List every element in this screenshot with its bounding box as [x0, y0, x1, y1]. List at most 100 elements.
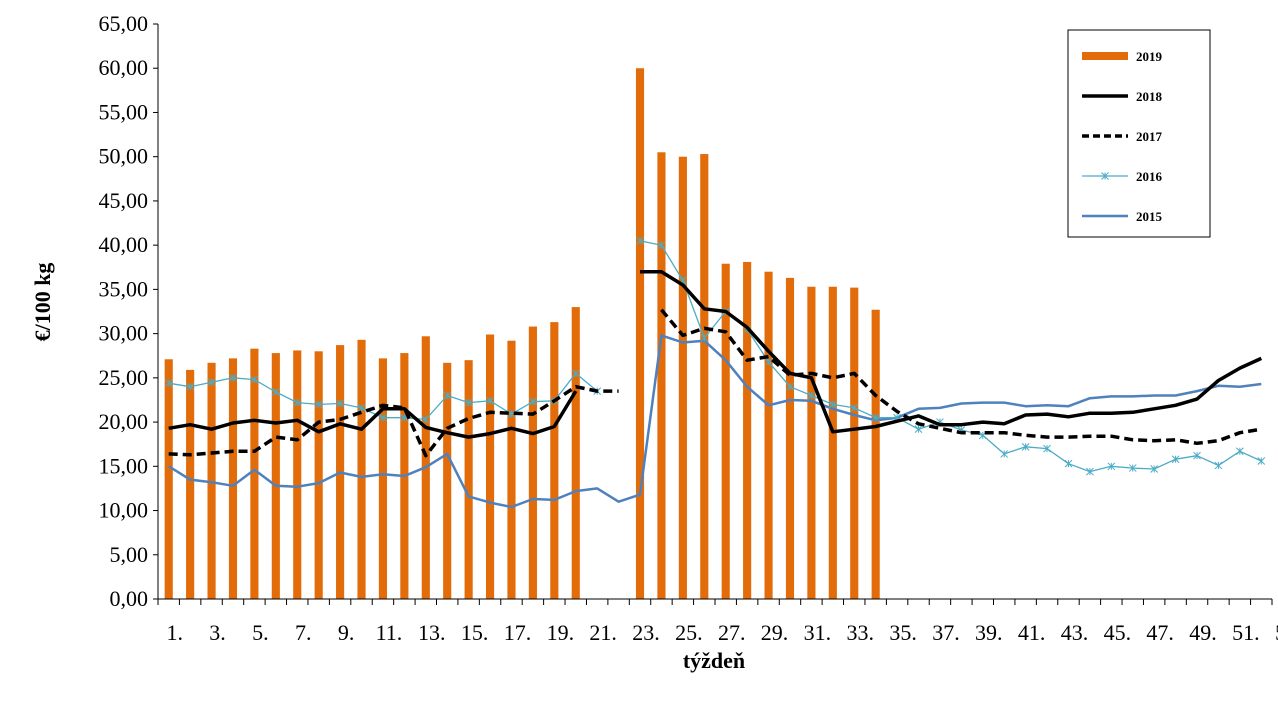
marker-2016-week-34 — [871, 413, 880, 422]
x-tick-label: 19. — [547, 620, 575, 645]
x-tick-label: 15. — [461, 620, 489, 645]
bar-2019-week-30 — [785, 277, 795, 599]
x-tick-label: 3. — [209, 620, 226, 645]
x-tick-label: 43. — [1061, 620, 1089, 645]
y-axis-title: €/100 kg — [30, 263, 55, 342]
bar-2019-week-14 — [443, 362, 452, 599]
marker-2016-week-36 — [914, 425, 923, 434]
marker-2016-week-10 — [357, 404, 366, 412]
bar-2019-week-3 — [207, 362, 216, 599]
x-tick-label: 51. — [1232, 620, 1260, 645]
marker-2016-week-16 — [486, 396, 494, 405]
x-tick-label: 7. — [295, 620, 312, 645]
x-tick-label: 45. — [1104, 620, 1132, 645]
marker-2016-week-7 — [293, 398, 302, 407]
x-tick-label: 47. — [1146, 620, 1174, 645]
x-tick-label: 39. — [975, 620, 1003, 645]
y-tick-label: 25,00 — [99, 365, 149, 390]
bar-2019-week-24 — [657, 152, 666, 599]
y-tick-label: 20,00 — [99, 409, 149, 434]
marker-2016-week-47 — [1150, 465, 1159, 473]
x-tick-label: 13. — [418, 620, 446, 645]
legend-label-2017: 2017 — [1136, 129, 1163, 144]
x-axis-title: týždeň — [683, 648, 745, 673]
marker-2016-week-4 — [229, 373, 237, 382]
y-tick-label: 65,00 — [99, 11, 149, 36]
marker-2016-week-8 — [314, 400, 323, 409]
x-tick-label: 29. — [761, 620, 789, 645]
x-tick-label: 35. — [889, 620, 917, 645]
bar-2019-week-25 — [678, 156, 687, 599]
bar-2019-week-26 — [700, 154, 709, 600]
x-tick-labels: 1. 3. 5. 7. 9. 11. 13. 15. 17. 19. 21. 23. 25. 27. 29.… — [166, 620, 1278, 645]
legend-label-2015: 2015 — [1136, 209, 1163, 224]
legend-label-2016: 2016 — [1136, 169, 1163, 184]
x-tick-label: 41. — [1018, 620, 1046, 645]
marker-2016-week-3 — [207, 378, 216, 387]
marker-2016-week-44 — [1086, 467, 1094, 476]
bar-2019-week-19 — [550, 322, 559, 599]
marker-2016-week-15 — [464, 398, 473, 407]
x-tick-label: 27. — [718, 620, 746, 645]
bar-2019-week-23 — [635, 68, 645, 599]
x-tick-label: 5. — [252, 620, 269, 645]
marker-2016-week-49 — [1193, 451, 1201, 460]
bar-2019-week-8 — [314, 351, 323, 599]
marker-2016-week-9 — [336, 399, 344, 408]
marker-2016-week-52 — [1257, 457, 1266, 465]
marker-2016-week-50 — [1214, 461, 1223, 470]
y-tick-label: 30,00 — [99, 321, 149, 346]
marker-2016-week-18 — [529, 397, 537, 406]
bar-2019-week-10 — [357, 339, 366, 599]
marker-2016-week-32 — [828, 400, 837, 409]
y-tick-label: 5,00 — [110, 542, 149, 567]
y-tick-label: 10,00 — [99, 498, 149, 523]
marker-2016-week-29 — [764, 358, 773, 366]
bar-2019-week-29 — [764, 271, 773, 599]
marker-2016-week-51 — [1236, 447, 1244, 456]
x-tick-label: 49. — [1189, 620, 1217, 645]
bar-2019-week-17 — [507, 340, 516, 599]
marker-2016-week-40 — [1000, 450, 1009, 458]
bar-series-2019 — [164, 68, 880, 600]
x-tick-label: 17. — [504, 620, 532, 645]
x-tick-label: 31. — [804, 620, 832, 645]
marker-2016-week-46 — [1128, 464, 1137, 472]
bar-2019-week-1 — [164, 359, 173, 599]
marker-2016-week-13 — [421, 415, 430, 424]
bar-2019-week-16 — [485, 334, 495, 599]
y-tick-label: 60,00 — [99, 55, 149, 80]
bar-2019-week-34 — [871, 309, 880, 599]
marker-2016-week-6 — [271, 388, 280, 396]
marker-2016-week-23 — [636, 236, 644, 245]
line-2017 — [168, 308, 1262, 458]
y-tick-labels: 0,00 5,00 10,00 15,00 20,00 25,00 30,00 35,00 40… — [99, 11, 149, 611]
x-tick-label: 25. — [675, 620, 703, 645]
bar-2019-week-2 — [186, 369, 195, 599]
bar-2019-week-5 — [250, 348, 259, 599]
bar-2019-week-15 — [464, 360, 473, 599]
marker-2016-week-26 — [700, 334, 709, 342]
bar-2019-week-33 — [850, 287, 859, 599]
marker-2016-week-41 — [1021, 442, 1030, 451]
marker-2016-week-20 — [571, 369, 580, 378]
x-tick-label: 37. — [932, 620, 960, 645]
bar-2019-week-4 — [228, 358, 238, 599]
bar-2019-week-28 — [743, 261, 752, 599]
bar-2019-week-6 — [271, 353, 280, 599]
legend-box — [1067, 29, 1211, 238]
marker-2016-week-42 — [1043, 444, 1051, 453]
marker-2016-week-48 — [1171, 455, 1180, 464]
x-tick-label: 21. — [589, 620, 617, 645]
marker-2016-week-1 — [164, 379, 173, 388]
y-tick-label: 35,00 — [99, 276, 149, 301]
bar-2019-week-32 — [828, 286, 837, 599]
y-tick-label: 0,00 — [110, 586, 149, 611]
line-2018 — [168, 269, 1263, 439]
marker-2016-week-5 — [250, 375, 259, 384]
bar-2019-week-20 — [571, 307, 580, 599]
marker-2016-week-24 — [657, 241, 666, 250]
y-tick-label: 55,00 — [99, 99, 149, 124]
marker-2016-week-45 — [1107, 462, 1116, 471]
